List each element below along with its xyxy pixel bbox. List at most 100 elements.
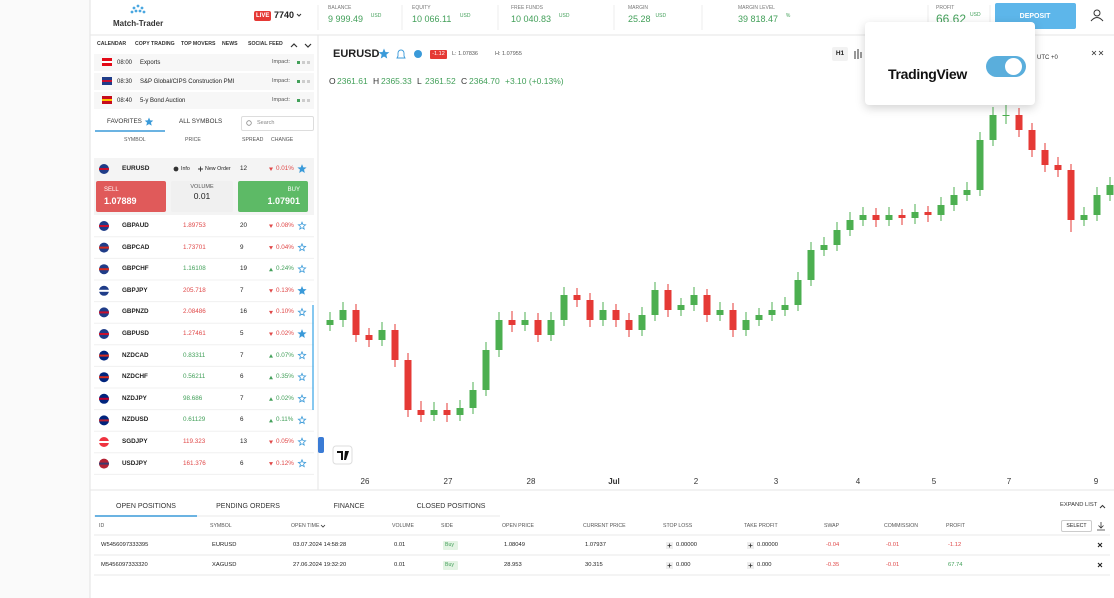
- all-symbols-tab[interactable]: ALL SYMBOLS: [179, 118, 223, 125]
- star-icon: [297, 285, 307, 295]
- select-button[interactable]: [1061, 520, 1092, 532]
- sell-button[interactable]: [96, 181, 166, 212]
- position-cell: 0.01: [394, 542, 406, 548]
- symbol-price: 0.83311: [183, 351, 206, 359]
- column-header: SYMBOL: [210, 523, 232, 529]
- candle-body: [729, 310, 737, 330]
- expand-list[interactable]: EXPAND LIST: [1060, 502, 1098, 508]
- column-header: SWAP: [824, 523, 840, 529]
- symbol-spread: 9: [240, 243, 244, 251]
- readout-value: 2361.61: [337, 76, 368, 86]
- candle-body: [612, 310, 620, 320]
- readout-key: O: [329, 76, 336, 86]
- candle-body: [1041, 150, 1049, 165]
- volume-label: VOLUME: [190, 184, 214, 190]
- panel-tab[interactable]: CALENDAR: [97, 41, 127, 47]
- panel-tab[interactable]: NEWS: [222, 41, 238, 47]
- timezone: UTC +0: [1037, 55, 1058, 61]
- candle-body: [456, 408, 464, 415]
- symbol-price: 0.61129: [183, 416, 206, 424]
- symbol-name[interactable]: GBPAUD: [122, 222, 149, 229]
- arrow-up: [269, 397, 273, 401]
- symbol-spread: 19: [240, 265, 248, 273]
- stat-label: MARGIN: [628, 5, 648, 11]
- favorites-tab[interactable]: FAVORITES: [107, 118, 142, 125]
- candle-body: [534, 320, 542, 335]
- positions-tab[interactable]: CLOSED POSITIONS: [416, 503, 486, 510]
- search-placeholder: Search: [257, 120, 275, 126]
- candle-body: [326, 320, 334, 325]
- deposit-label[interactable]: DEPOSIT: [1019, 13, 1051, 20]
- expand-chevron: [1099, 504, 1106, 509]
- event-time: 08:40: [117, 98, 133, 104]
- volume-value: 0.01: [193, 191, 211, 201]
- star-icon: [297, 221, 307, 230]
- column-header: OPEN PRICE: [502, 523, 534, 529]
- x-tick-label: 5: [931, 477, 937, 486]
- candle-body: [937, 205, 945, 215]
- symbol-price: 1.16108: [183, 265, 206, 273]
- symbol-spread: 16: [240, 308, 248, 316]
- symbol-name[interactable]: GBPUSD: [122, 330, 149, 337]
- search-box[interactable]: [241, 116, 314, 131]
- symbol-name[interactable]: GBPCAD: [122, 243, 150, 251]
- position-cell: Buy: [445, 542, 454, 548]
- symbol-name[interactable]: GBPNZD: [122, 308, 149, 316]
- buy-price[interactable]: 1.07901: [267, 196, 300, 206]
- column-header: SYMBOL: [124, 137, 146, 143]
- event-impact: Impact:: [272, 97, 291, 103]
- symbol-name[interactable]: SGDJPY: [122, 438, 148, 445]
- x-tick-label: 4: [855, 477, 861, 486]
- symbol-change: 0.05%: [276, 438, 294, 445]
- candle-body: [976, 140, 984, 190]
- symbol-price: 1.89753: [183, 222, 206, 229]
- column-header: CURRENT PRICE: [583, 523, 626, 529]
- symbol-change: 0.10%: [276, 308, 294, 316]
- x-tick-label: 2: [693, 477, 699, 486]
- flag-icon: [102, 80, 112, 82]
- sell-price[interactable]: 1.07889: [104, 196, 137, 206]
- sell-label[interactable]: SELL: [104, 187, 119, 193]
- panel-tab[interactable]: SOCIAL FEED: [248, 41, 283, 47]
- new-order-link[interactable]: New Order: [205, 166, 231, 172]
- x-tick-label: 9: [1093, 477, 1099, 486]
- stat-label: PROFIT: [936, 5, 955, 11]
- candle-body: [339, 310, 347, 320]
- positions-tab[interactable]: OPEN POSITIONS: [116, 503, 176, 510]
- candle-body: [482, 350, 490, 390]
- star-icon: [297, 164, 307, 173]
- positions-tab[interactable]: PENDING ORDERS: [216, 503, 280, 510]
- symbol-name[interactable]: NZDCHF: [122, 373, 148, 381]
- event-name: S&P Global/CIPS Construction PMI: [140, 79, 235, 85]
- stat-value: 10 040.83: [511, 14, 552, 24]
- candle-body: [898, 215, 906, 218]
- event-time: 08:00: [117, 60, 133, 66]
- select-label[interactable]: SELECT: [1066, 523, 1087, 529]
- buy-button[interactable]: [238, 181, 308, 212]
- symbol-name[interactable]: NZDUSD: [122, 416, 149, 424]
- column-header: VOLUME: [392, 523, 414, 529]
- positions-tab[interactable]: FINANCE: [333, 503, 365, 510]
- logo-mark: [132, 6, 136, 10]
- panel-tab[interactable]: COPY TRADING: [135, 41, 175, 47]
- info-icon: [414, 50, 422, 58]
- info-link[interactable]: Info: [181, 166, 190, 172]
- symbol-name[interactable]: GBPCHF: [122, 265, 149, 273]
- arrow-down: [269, 289, 273, 293]
- symbol-name[interactable]: NZDJPY: [122, 394, 147, 402]
- candle-body: [1067, 170, 1075, 220]
- symbol-name[interactable]: USDJPY: [122, 459, 148, 467]
- expand-chevron: [304, 43, 312, 48]
- panel-tab[interactable]: TOP MOVERS: [181, 41, 216, 47]
- account-number: 7740: [274, 10, 295, 20]
- symbol-name[interactable]: NZDCAD: [122, 351, 149, 359]
- buy-label[interactable]: BUY: [287, 187, 300, 193]
- candle-body: [677, 305, 685, 310]
- panel-collapse-handle: [318, 437, 324, 453]
- logo-mark: [134, 9, 138, 13]
- interval-button[interactable]: [832, 47, 848, 61]
- symbol-price: 1.27461: [183, 330, 206, 337]
- interval[interactable]: H1: [835, 50, 845, 57]
- symbol-name[interactable]: GBPJPY: [122, 286, 148, 294]
- event-impact: Impact:: [272, 59, 291, 65]
